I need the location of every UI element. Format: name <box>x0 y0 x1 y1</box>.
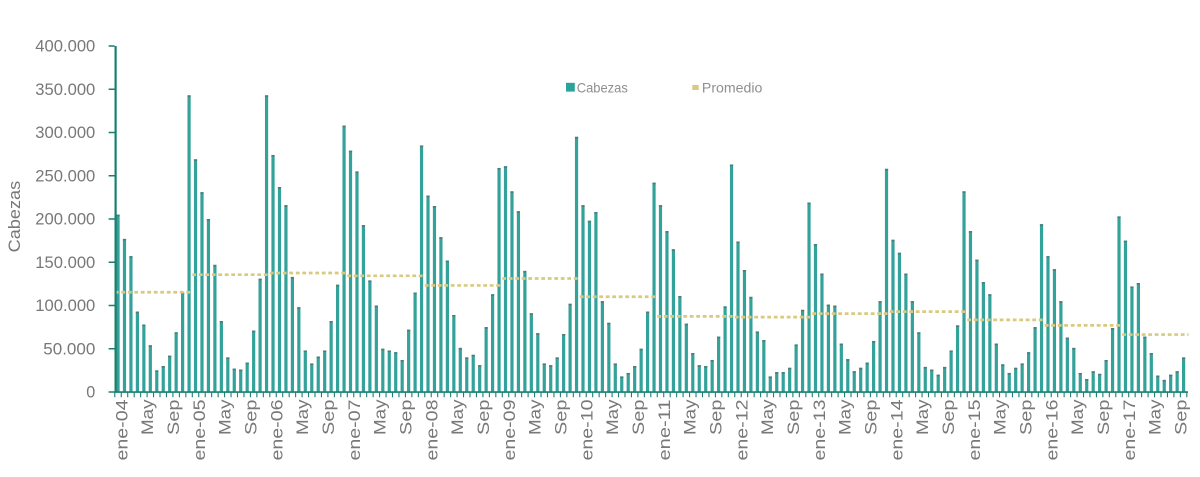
svg-text:ene-08: ene-08 <box>422 400 441 461</box>
svg-text:Sep: Sep <box>241 400 260 436</box>
svg-text:Sep: Sep <box>396 400 415 436</box>
svg-text:200.000: 200.000 <box>35 210 95 229</box>
svg-text:May: May <box>681 399 700 435</box>
svg-text:May: May <box>448 399 467 435</box>
svg-text:ene-09: ene-09 <box>500 400 519 461</box>
svg-text:ene-11: ene-11 <box>655 400 674 461</box>
svg-text:May: May <box>913 399 932 435</box>
svg-text:May: May <box>1146 399 1165 435</box>
svg-text:Sep: Sep <box>784 400 803 436</box>
svg-text:May: May <box>371 399 390 435</box>
svg-text:May: May <box>216 399 235 435</box>
svg-text:May: May <box>293 399 312 435</box>
svg-text:Sep: Sep <box>861 400 880 436</box>
svg-text:ene-14: ene-14 <box>887 400 906 461</box>
svg-text:ene-04: ene-04 <box>112 400 131 461</box>
svg-text:250.000: 250.000 <box>35 166 95 185</box>
svg-text:Sep: Sep <box>1094 400 1113 436</box>
svg-text:400.000: 400.000 <box>35 37 95 56</box>
svg-text:Sep: Sep <box>629 400 648 436</box>
svg-text:ene-17: ene-17 <box>1120 400 1139 461</box>
svg-text:Sep: Sep <box>551 400 570 436</box>
svg-text:Sep: Sep <box>319 400 338 436</box>
svg-text:May: May <box>836 399 855 435</box>
svg-text:Sep: Sep <box>1016 400 1035 436</box>
svg-text:ene-16: ene-16 <box>1042 400 1061 461</box>
svg-text:0: 0 <box>86 383 95 402</box>
svg-text:Cabezas: Cabezas <box>577 80 628 96</box>
svg-text:May: May <box>1068 399 1087 435</box>
svg-text:300.000: 300.000 <box>35 123 95 142</box>
svg-text:Sep: Sep <box>939 400 958 436</box>
svg-text:ene-06: ene-06 <box>267 400 286 461</box>
svg-text:ene-12: ene-12 <box>732 400 751 461</box>
svg-text:350.000: 350.000 <box>35 80 95 99</box>
svg-text:50.000: 50.000 <box>43 339 95 358</box>
svg-text:May: May <box>138 399 157 435</box>
svg-text:May: May <box>526 399 545 435</box>
svg-text:Sep: Sep <box>474 399 493 435</box>
svg-text:ene-05: ene-05 <box>190 400 209 461</box>
svg-text:100.000: 100.000 <box>35 296 95 315</box>
svg-text:Sep: Sep <box>1171 400 1190 436</box>
svg-text:May: May <box>991 399 1010 435</box>
svg-text:Cabezas: Cabezas <box>5 181 24 253</box>
svg-text:Sep: Sep <box>706 400 725 436</box>
svg-text:ene-10: ene-10 <box>577 400 596 461</box>
svg-text:May: May <box>758 399 777 435</box>
svg-text:150.000: 150.000 <box>35 253 95 272</box>
svg-text:ene-13: ene-13 <box>810 400 829 461</box>
svg-text:ene-15: ene-15 <box>965 400 984 461</box>
svg-text:Sep: Sep <box>164 400 183 436</box>
svg-text:Promedio: Promedio <box>702 80 763 96</box>
svg-text:ene-07: ene-07 <box>345 400 364 461</box>
svg-text:May: May <box>603 399 622 435</box>
